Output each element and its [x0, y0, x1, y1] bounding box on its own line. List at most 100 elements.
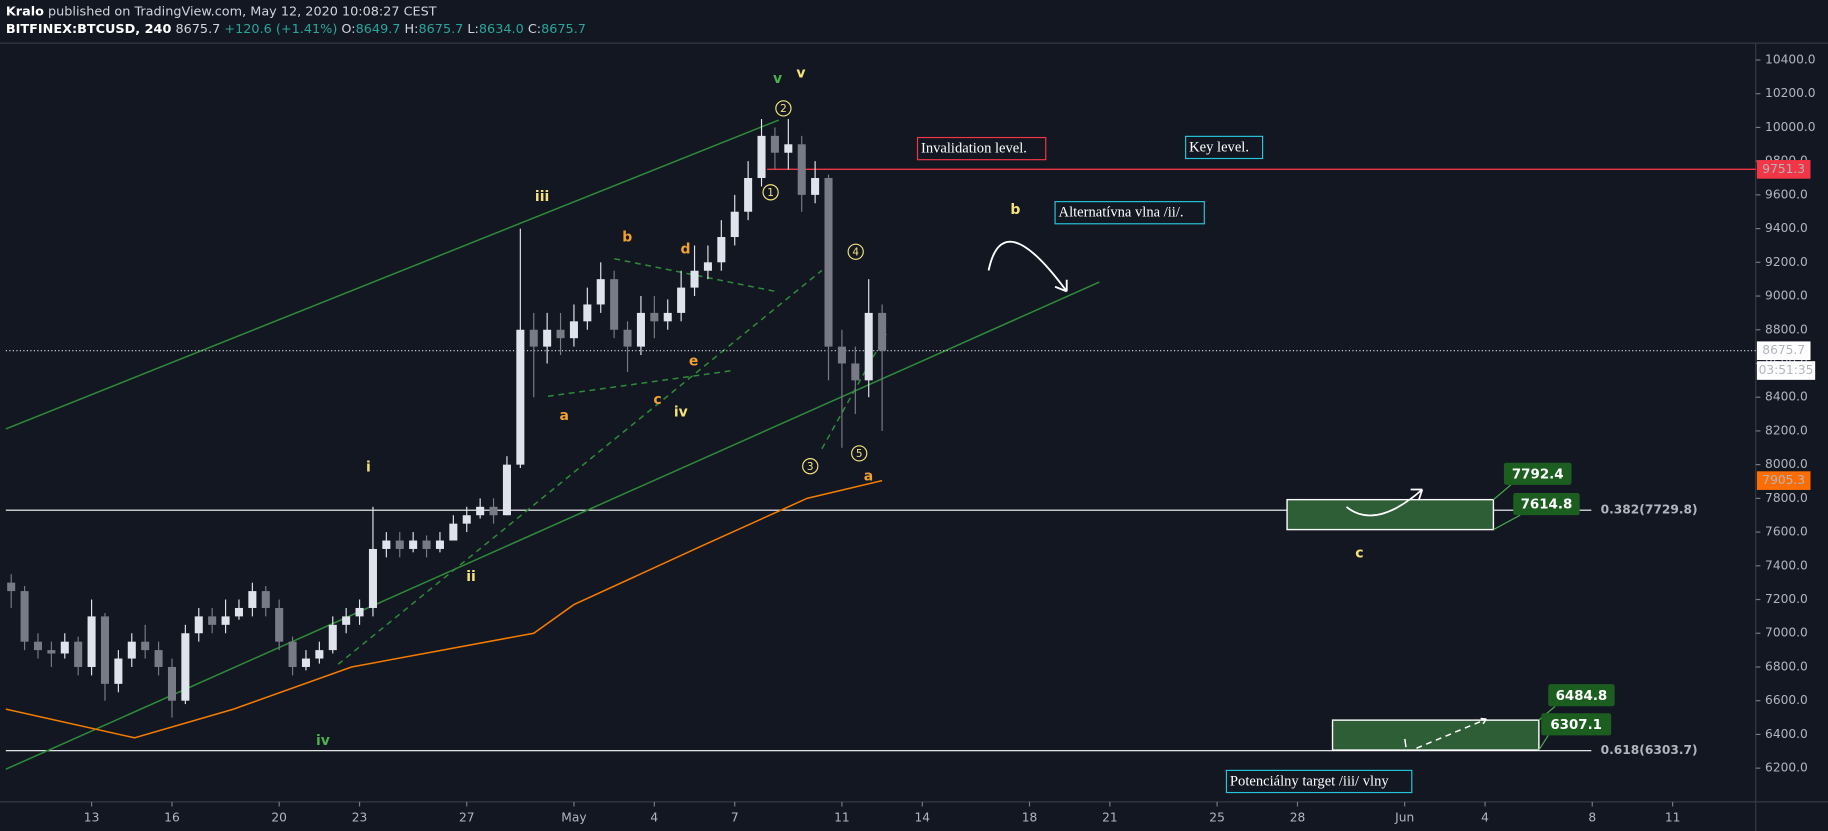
x-tick-label: 7: [731, 811, 739, 825]
candle-body: [529, 329, 538, 347]
price-tag-label: 9751.3: [1762, 162, 1805, 176]
candle-body: [851, 363, 860, 381]
zone-tag-leader: [1493, 484, 1512, 501]
arrow: [1416, 717, 1488, 749]
wave-label: c: [1355, 546, 1363, 562]
wave-label: iii: [535, 189, 549, 205]
candle-body: [368, 548, 377, 608]
wave-label: d: [680, 241, 690, 257]
candle-body: [154, 650, 163, 667]
candle-body: [167, 666, 176, 701]
candle-body: [677, 287, 686, 313]
y-tick-label: 10200.0: [1765, 86, 1816, 100]
candle-body: [837, 346, 846, 364]
wave-count: 1: [767, 187, 774, 199]
last: 8675.7: [175, 22, 220, 37]
x-tick-label: 23: [352, 811, 368, 825]
candle-body: [878, 312, 887, 351]
wave-label: iv: [674, 405, 688, 421]
candle-body: [663, 312, 672, 322]
mark: [1404, 738, 1407, 748]
candle-body: [194, 616, 203, 634]
trend-line: [614, 257, 776, 293]
candle-body: [690, 270, 699, 288]
candle-body: [181, 633, 190, 701]
close: 8675.7: [541, 22, 586, 37]
zone-tag-label: 7614.8: [1521, 498, 1573, 513]
candle-body: [797, 144, 806, 195]
y-tick-label: 9600.0: [1765, 187, 1808, 201]
candle-body: [596, 279, 605, 305]
header-line-2: BITFINEX:BTCUSD, 240 8675.7 +120.6 (+1.4…: [6, 22, 586, 37]
note-text: Key level.: [1189, 139, 1249, 155]
candle-body: [234, 607, 243, 617]
high: 8675.7: [418, 22, 463, 37]
candle-body: [489, 506, 498, 516]
wave-count: 5: [856, 448, 863, 460]
y-tick-label: 9400.0: [1765, 221, 1808, 235]
note-box: [916, 136, 1047, 161]
candle-body: [342, 616, 351, 625]
candle-body: [462, 515, 471, 524]
candle-body: [784, 144, 793, 153]
wave-circle: [762, 184, 779, 201]
zone-tag-label: 7792.4: [1512, 467, 1564, 482]
candle-body: [543, 329, 552, 347]
note-box: [1054, 201, 1205, 225]
close-label: C:: [528, 22, 541, 37]
zone-tag-leader: [1493, 514, 1521, 531]
zone-tag-label: 6307.1: [1550, 718, 1602, 733]
candle-body: [730, 211, 739, 238]
candle-body: [717, 237, 726, 263]
candle-body: [583, 304, 592, 322]
arrow: [1345, 488, 1424, 517]
candle-body: [864, 312, 873, 381]
candle-body: [248, 591, 257, 608]
price-tag-label: 8675.7: [1762, 343, 1805, 357]
y-tick-label: 8200.0: [1765, 423, 1808, 437]
candle-body: [516, 329, 525, 465]
wave-label: ii: [466, 569, 476, 585]
countdown: 03:51:35: [1759, 363, 1814, 377]
wave-circle: [847, 243, 864, 260]
high-label: H:: [405, 22, 419, 37]
x-tick-label: 13: [84, 811, 100, 825]
price-tag: [1756, 160, 1811, 179]
wave-label: e: [689, 353, 698, 369]
zone-tag: [1503, 462, 1572, 485]
candle-body: [435, 540, 444, 549]
y-tick-label: 10400.0: [1765, 52, 1816, 66]
x-tick-label: 27: [459, 811, 475, 825]
author: Kralo: [6, 4, 44, 19]
candle-body: [409, 540, 418, 549]
x-tick-label: 4: [1481, 811, 1489, 825]
candle-body: [770, 135, 779, 153]
candle-body: [328, 624, 337, 651]
y-tick-label: 8400.0: [1765, 390, 1808, 404]
y-tick-label: 7000.0: [1765, 626, 1808, 640]
zone-tag: [1541, 713, 1612, 736]
note-text: Alternatívna vlna /ii/.: [1059, 205, 1184, 221]
candle-body: [33, 641, 43, 651]
x-tick-label: 20: [271, 811, 287, 825]
candle-body: [87, 616, 96, 667]
candle-body: [20, 591, 29, 642]
wave-circle: [775, 100, 792, 117]
wave-count: 4: [852, 246, 859, 258]
candle-body: [422, 540, 431, 549]
trend-line: [5, 119, 780, 430]
wave-label: c: [653, 392, 661, 408]
y-tick-label: 9200.0: [1765, 255, 1808, 269]
x-tick-label: 11: [1665, 811, 1681, 825]
candle-body: [569, 321, 578, 339]
x-tick-label: Jun: [1394, 811, 1414, 825]
symbol: BITFINEX:BTCUSD, 240: [6, 22, 172, 37]
note-box: [1185, 135, 1264, 160]
candle-body: [703, 262, 712, 271]
y-tick-label: 6800.0: [1765, 659, 1808, 673]
candle-body: [395, 540, 404, 549]
candle-body: [221, 616, 230, 625]
x-tick-label: 18: [1022, 811, 1038, 825]
candle-body: [208, 616, 217, 625]
